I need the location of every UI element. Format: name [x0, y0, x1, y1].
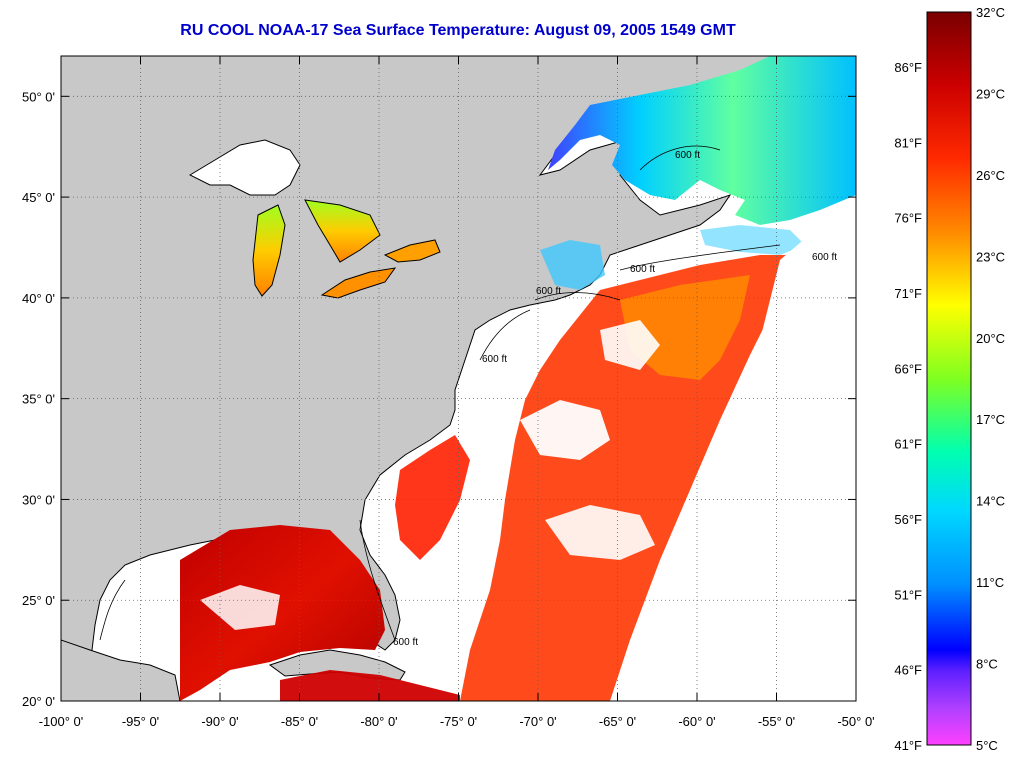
contour-label: 600 ft	[482, 354, 507, 365]
lat-tick-label: 35° 0'	[22, 392, 55, 407]
fahrenheit-label: 61°F	[894, 437, 922, 452]
lake-superior	[188, 139, 301, 196]
lon-tick-label: -80° 0'	[360, 714, 397, 729]
lon-tick-label: -100° 0'	[39, 714, 84, 729]
lat-tick-label: 45° 0'	[22, 190, 55, 205]
celsius-label: 17°C	[976, 412, 1005, 427]
lon-tick-label: -95° 0'	[122, 714, 159, 729]
contour-label: 600 ft	[630, 264, 655, 275]
lon-tick-label: -65° 0'	[599, 714, 636, 729]
lon-tick-label: -85° 0'	[281, 714, 318, 729]
fahrenheit-label: 51°F	[894, 587, 922, 602]
fahrenheit-label: 76°F	[894, 211, 922, 226]
lon-tick-label: -60° 0'	[678, 714, 715, 729]
fahrenheit-label: 46°F	[894, 663, 922, 678]
temperature-colorbar	[926, 11, 972, 746]
atlantic-sst-swath	[460, 255, 800, 701]
latitude-axis: 20° 0' 25° 0' 30° 0' 35° 0' 40° 0' 45° 0' 50° …	[22, 89, 55, 709]
map-gridlines	[60, 56, 857, 702]
map-border	[60, 55, 857, 702]
celsius-label: 26°C	[976, 168, 1005, 183]
gulf-of-mexico-sst	[180, 525, 385, 701]
celsius-labels: 32°C 29°C 26°C 23°C 20°C 17°C 14°C 11°C 8°C 5°C	[976, 5, 1005, 753]
fahrenheit-label: 71°F	[894, 286, 922, 301]
lat-tick-label: 20° 0'	[22, 694, 55, 709]
celsius-label: 23°C	[976, 249, 1005, 264]
cuba-land	[268, 649, 406, 681]
lake-michigan	[252, 204, 286, 297]
fahrenheit-labels: 86°F 81°F 76°F 71°F 66°F 61°F 56°F 51°F 46°F 41°F	[894, 60, 922, 753]
celsius-label: 32°C	[976, 5, 1005, 20]
north-america-land	[61, 56, 771, 701]
northern-cool-waters	[548, 56, 856, 225]
lat-tick-label: 25° 0'	[22, 593, 55, 608]
lon-tick-label: -90° 0'	[201, 714, 238, 729]
fahrenheit-label: 81°F	[894, 135, 922, 150]
southeast-coast-sst	[395, 435, 470, 560]
celsius-label: 14°C	[976, 494, 1005, 509]
gulf-of-maine-waters	[540, 240, 605, 290]
fahrenheit-label: 41°F	[894, 738, 922, 753]
celsius-label: 29°C	[976, 86, 1005, 101]
lon-tick-label: -50° 0'	[837, 714, 874, 729]
contour-label: 600 ft	[536, 286, 561, 297]
celsius-label: 20°C	[976, 331, 1005, 346]
lat-tick-label: 40° 0'	[22, 291, 55, 306]
fahrenheit-label: 56°F	[894, 512, 922, 527]
lat-tick-label: 50° 0'	[22, 89, 55, 104]
contour-label: 600 ft	[812, 252, 837, 263]
celsius-label: 11°C	[976, 575, 1004, 590]
lat-tick-label: 30° 0'	[22, 492, 55, 507]
lake-ontario	[383, 239, 441, 263]
lon-tick-label: -70° 0'	[519, 714, 556, 729]
celsius-label: 5°C	[976, 738, 998, 753]
depth-contour	[99, 145, 781, 641]
lake-erie	[320, 267, 397, 299]
lon-tick-label: -75° 0'	[440, 714, 477, 729]
cloud-patch	[520, 400, 610, 460]
longitude-axis: -100° 0' -95° 0' -90° 0' -85° 0' -80° 0' -75°…	[39, 714, 875, 729]
scotian-shelf-waters	[700, 225, 805, 255]
lake-huron	[304, 199, 381, 263]
lon-tick-label: -55° 0'	[758, 714, 795, 729]
caribbean-sst	[280, 670, 460, 701]
yucatan-land	[61, 639, 181, 701]
contour-label: 600 ft	[393, 637, 418, 648]
fahrenheit-label: 66°F	[894, 361, 922, 376]
cloud-patch	[610, 195, 856, 701]
cloud-patch	[545, 505, 655, 560]
contour-label: 600 ft	[675, 150, 700, 161]
fahrenheit-label: 86°F	[894, 60, 922, 75]
celsius-label: 8°C	[976, 657, 998, 672]
map-title: RU COOL NOAA-17 Sea Surface Temperature:…	[180, 22, 736, 39]
cloud-patch	[600, 320, 660, 370]
